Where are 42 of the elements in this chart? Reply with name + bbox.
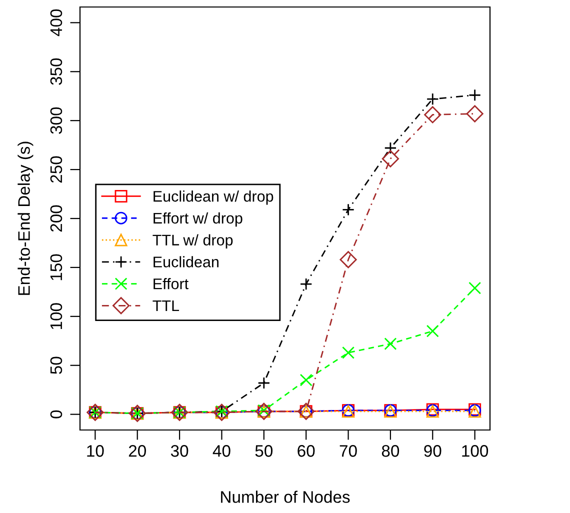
x-tick-label: 80 — [382, 445, 400, 457]
y-tick-label: 250 — [50, 156, 62, 183]
legend-label: Euclidean w/ drop — [154, 190, 274, 205]
x-tick-label: 60 — [298, 445, 315, 457]
x-tick-label: 30 — [170, 445, 188, 457]
point — [468, 88, 482, 102]
y-tick-label: 400 — [50, 9, 62, 36]
y-tick-label: 50 — [50, 356, 62, 374]
y-tick-label: 200 — [50, 205, 62, 232]
y-tick-label: 0 — [50, 410, 62, 418]
legend-label: TTL w/ drop — [152, 234, 233, 249]
point — [382, 150, 400, 168]
x-tick-label: 10 — [87, 445, 104, 457]
y-axis-title: End-to-End Delay (s) — [18, 142, 34, 295]
point — [468, 282, 482, 294]
legend-label: Euclidean — [154, 256, 218, 268]
x-tick-label: 50 — [255, 445, 273, 457]
point — [384, 338, 397, 350]
point — [466, 105, 484, 122]
x-axis-title: Number of Nodes — [221, 490, 350, 503]
point — [258, 376, 270, 390]
point — [424, 106, 442, 124]
x-tick-label: 40 — [212, 445, 230, 457]
point — [426, 324, 439, 338]
point — [300, 278, 312, 290]
x-tick-label: 20 — [128, 445, 146, 457]
point — [340, 251, 357, 268]
x-tick-label: 70 — [340, 445, 357, 457]
x-tick-label: 100 — [462, 445, 488, 457]
legend-label: TTL — [152, 300, 180, 311]
point — [342, 203, 355, 216]
point — [384, 142, 397, 154]
x-tick-label: 90 — [424, 445, 442, 457]
point — [426, 92, 439, 106]
y-tick-label: 100 — [50, 303, 62, 330]
legend-label: Effort w/ drop — [154, 212, 242, 227]
y-tick-label: 300 — [50, 107, 62, 134]
point — [300, 374, 312, 386]
y-tick-label: 350 — [50, 58, 62, 85]
legend-label: Effort — [154, 278, 188, 290]
y-tick-label: 150 — [50, 254, 62, 280]
point — [342, 346, 355, 359]
